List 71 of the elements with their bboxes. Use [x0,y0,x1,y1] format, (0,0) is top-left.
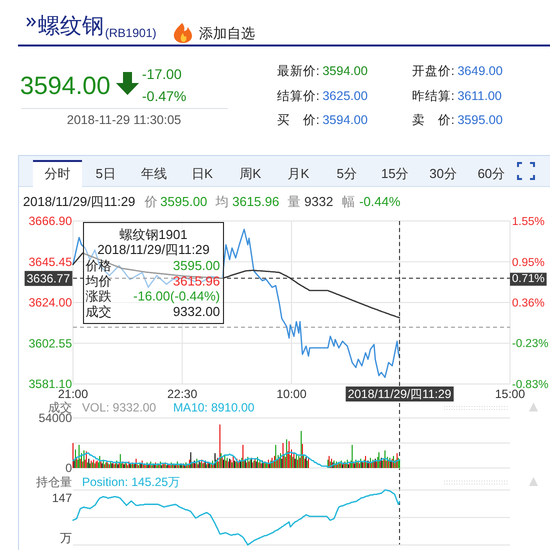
y-tick-label: 0 [65,461,72,476]
x-tick-label: 21:00 [58,387,88,401]
x-tick-label: 22:30 [167,387,198,401]
text: 买 价: [277,113,320,127]
text: 3595.00 [457,113,503,127]
text: 最新价: [277,64,320,78]
text: 9332 [304,194,334,209]
text: 幅 [342,194,356,209]
text: (RB1901) [105,26,156,40]
text: 价 [143,194,158,209]
x-tick-label: 10:00 [276,387,307,401]
text: -0.47% [142,88,186,104]
y2-tick-label: 0.36% [512,298,545,310]
y2-tick-label: 1.55% [512,216,545,228]
text: 结算价: [277,89,320,103]
text: 开盘价: [412,64,454,78]
y-tick-label: 3602.55 [28,336,72,350]
text: 3611.00 [457,89,502,103]
y2-tick-label: 0.95% [512,257,545,270]
text: 万 [60,531,72,545]
text: 3595.00 [160,194,208,209]
y-tick-label: 3666.90 [28,214,72,228]
text: -0.44% [359,194,401,209]
text: 15分 [381,166,409,181]
line-series [72,452,400,468]
annotation: 螺纹钢1901 [120,227,188,242]
text: 30分 [429,166,457,181]
text: 添加自选 [199,25,255,41]
y-tick-label: 3645.45 [28,254,72,269]
text: 3594.00 [20,72,110,100]
text: 日K [191,166,214,181]
text: 60分 [478,166,506,181]
text: 年线 [140,166,167,181]
text: 0.71% [512,273,545,286]
ref-line-label: 3636.77 [26,271,70,286]
text: 昨结算: [412,89,454,103]
text: 3594.00 [322,64,368,78]
text: 螺纹钢 [38,13,104,38]
annotation: 9332.00 [173,304,220,319]
text: 周K [239,166,262,181]
chart-title: 成交 [48,400,72,414]
text: 3649.00 [457,64,503,78]
annotation: 2018/11/29/四11:29 [97,242,210,257]
text: 3625.00 [322,89,368,103]
annotation: -16.00(-0.44%) [133,288,220,304]
text: 5日 [96,166,116,181]
text: 月K [288,166,310,181]
annotation: 3595.00 [173,258,220,273]
text: 5分 [336,166,357,181]
chart-title: 持仓量 [36,475,72,489]
y-tick-label: 3624.00 [28,296,72,310]
text: 量 [287,194,300,209]
text: 147 [52,491,72,505]
text: 2018-11-29 11:30:05 [66,113,182,127]
series-label: Position: 145.25万 [82,475,180,489]
x-tick-label: 2018/11/29/四11:29 [348,387,452,401]
text: 卖 价: [412,113,454,127]
text: 均 [214,194,228,209]
text: -17.00 [142,66,182,82]
annotation: 涨跌 [86,288,112,304]
text: MA10: 8910.00 [173,400,255,414]
annotation: 3615.96 [173,274,220,288]
annotation: 价格 [84,258,112,273]
annotation: 成交 [86,304,112,319]
text: 3594.00 [322,113,368,127]
text: 分时 [44,166,70,181]
annotation: 均价 [84,274,112,288]
text: 2018/11/29/四11:29 [23,194,136,209]
y2-tick-label: -0.23% [512,338,548,350]
text: VOL: 9332.00 [82,400,156,414]
text: 3615.96 [232,194,280,209]
